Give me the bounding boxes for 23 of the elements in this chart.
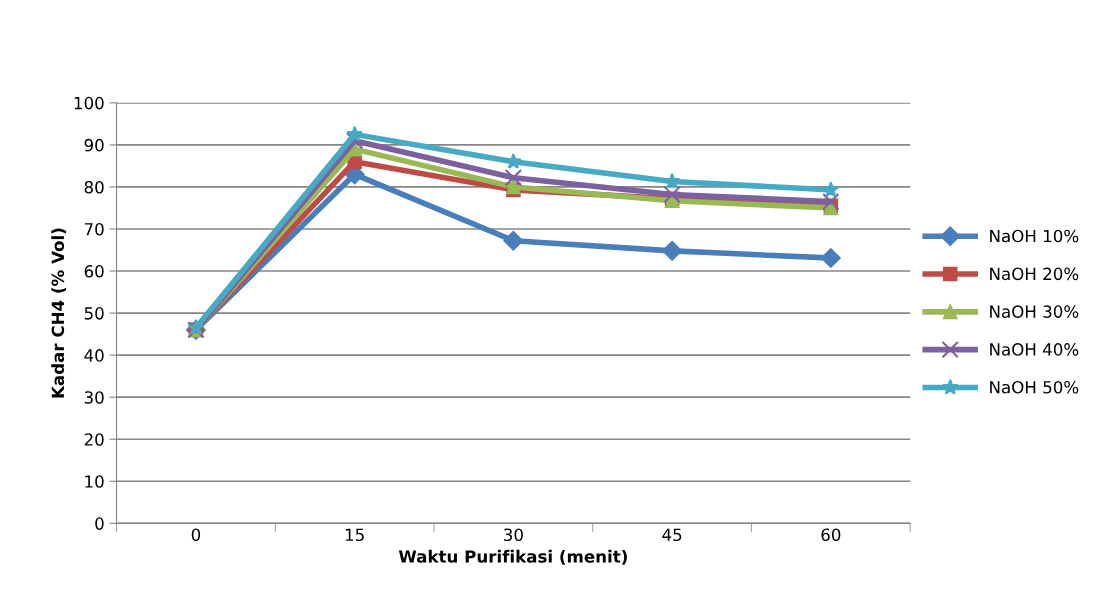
y-tick-label: 20 <box>84 433 104 446</box>
y-axis-title: Kadar CH4 (% Vol) <box>51 228 67 398</box>
y-tick-label: 40 <box>84 349 104 362</box>
y-tick-label: 60 <box>84 265 104 278</box>
legend-label: NaOH 50% <box>990 380 1079 394</box>
y-tick-label: 30 <box>84 391 104 404</box>
x-tick-label: 15 <box>345 528 364 542</box>
y-tick-label: 80 <box>84 180 104 194</box>
y-tick-label: 100 <box>74 96 104 110</box>
legend-label: NaOH 10% <box>990 229 1079 243</box>
x-axis-title: Waktu Purifikasi (menit) <box>398 549 627 565</box>
legend-label: NaOH 20% <box>990 267 1079 281</box>
y-tick-label: 0 <box>95 517 104 530</box>
legend-label: NaOH 40% <box>990 343 1079 356</box>
x-tick-label: 45 <box>662 528 682 542</box>
x-tick-label: 30 <box>504 528 523 542</box>
y-tick-label: 50 <box>84 307 104 320</box>
legend-label: NaOH 30% <box>990 305 1079 318</box>
x-tick-label: 0 <box>191 528 201 542</box>
y-tick-label: 90 <box>84 138 104 152</box>
x-tick-label: 60 <box>821 528 841 542</box>
y-tick-label: 10 <box>85 475 104 488</box>
y-tick-label: 70 <box>84 222 104 236</box>
